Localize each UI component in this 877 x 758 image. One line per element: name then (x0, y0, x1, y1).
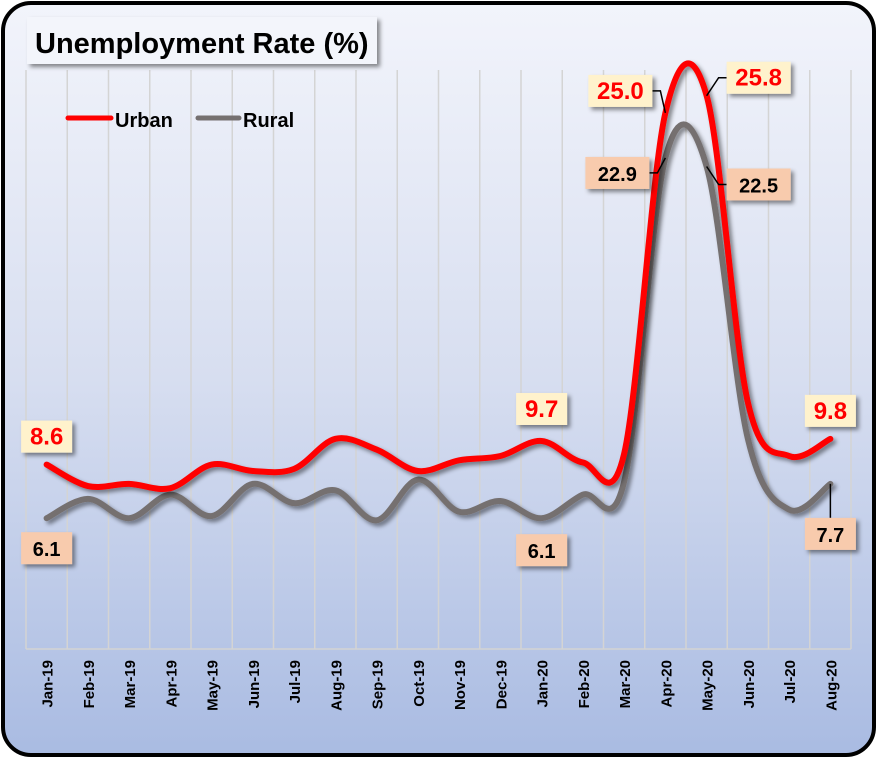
x-tick-label: May-19 (205, 660, 222, 711)
legend-label-rural: Rural (243, 110, 294, 132)
legend: Urban Rural (65, 110, 294, 132)
data-label-box (804, 394, 856, 427)
leader-line (649, 157, 667, 174)
x-tick-label: Aug-19 (328, 660, 345, 711)
data-label-box (804, 517, 856, 550)
data-label-text: 7.7 (816, 525, 844, 547)
data-label-box (21, 532, 73, 565)
data-label-text: 8.6 (30, 424, 63, 451)
data-label-rural: 22.9 (585, 156, 667, 189)
x-tick-label: Jul-19 (287, 660, 304, 703)
data-label-text: 6.1 (33, 539, 61, 561)
legend-label-urban: Urban (115, 110, 173, 132)
data-label-urban: 9.8 (804, 394, 856, 427)
data-label-text: 25.8 (735, 65, 782, 92)
leader-line (706, 76, 727, 97)
data-label-rural: 7.7 (804, 483, 856, 550)
x-tick-label: Sep-19 (370, 660, 387, 709)
data-label-text: 22.9 (598, 164, 637, 186)
data-label-urban: 25.0 (588, 74, 667, 114)
x-tick-label: Mar-20 (617, 660, 634, 708)
data-label-box (726, 61, 791, 94)
x-tick-label: Mar-19 (122, 660, 139, 708)
data-label-box (726, 168, 791, 201)
data-label-box (21, 420, 73, 453)
data-label-box (588, 74, 653, 107)
chart-title: Unemployment Rate (%) (35, 28, 369, 60)
data-label-rural: 22.5 (706, 166, 791, 201)
data-label-urban: 25.8 (706, 61, 791, 97)
x-tick-label: Jul-20 (782, 660, 799, 703)
x-tick-label: Feb-20 (576, 660, 593, 708)
data-label-box (516, 392, 568, 425)
data-label-text: 9.7 (525, 396, 558, 423)
x-tick-label: Jun-20 (741, 660, 758, 708)
x-tick-label: Apr-20 (658, 660, 675, 708)
data-label-box (585, 156, 650, 189)
x-tick-label: Jan-20 (535, 660, 552, 708)
data-label-rural: 6.1 (516, 534, 568, 567)
data-label-rural: 6.1 (21, 532, 73, 565)
data-label-box (516, 534, 568, 567)
x-tick-label: Dec-19 (493, 660, 510, 709)
data-label-urban: 8.6 (21, 420, 73, 453)
x-tick-label: Aug-20 (823, 660, 840, 711)
x-tick-label: Jun-19 (246, 660, 263, 708)
chart-title-box: Unemployment Rate (%) (27, 17, 377, 64)
data-label-text: 25.0 (597, 78, 644, 105)
x-tick-label: Oct-19 (411, 660, 428, 707)
data-label-text: 9.8 (814, 398, 847, 425)
leader-line (652, 90, 667, 114)
data-label-urban: 9.7 (516, 392, 568, 425)
x-tick-label: Apr-19 (163, 660, 180, 708)
x-tick-label: Feb-19 (81, 660, 98, 708)
x-tick-label: Jan-19 (40, 660, 57, 708)
leader-line (706, 166, 727, 186)
data-label-text: 6.1 (528, 541, 556, 563)
data-label-text: 22.5 (739, 176, 778, 198)
x-tick-label: Nov-19 (452, 660, 469, 710)
x-tick-label: May-20 (700, 660, 717, 711)
